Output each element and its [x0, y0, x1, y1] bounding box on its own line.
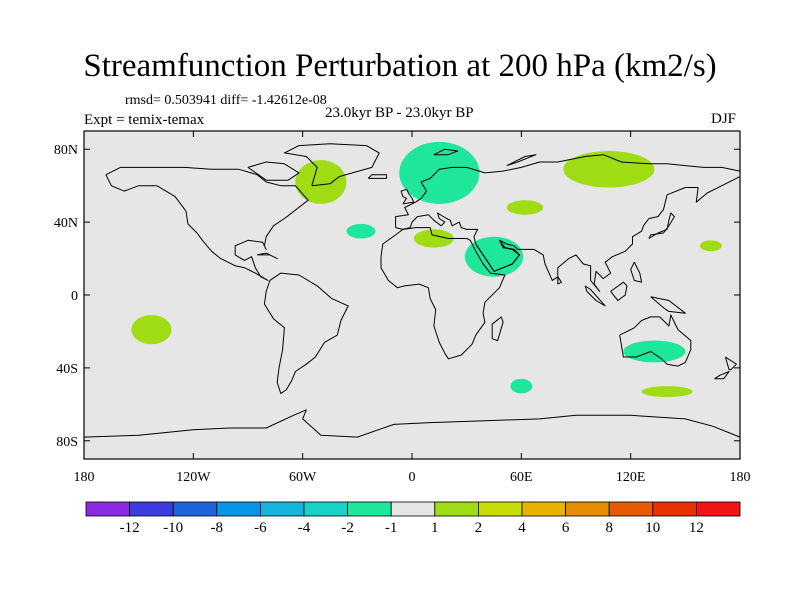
colorbar-swatch: [652, 501, 697, 517]
anomaly-north-asia: [563, 151, 655, 188]
chart-title: Streamfunction Perturbation at 200 hPa (…: [83, 48, 717, 84]
colorbar-swatch: [347, 501, 392, 517]
coastline-philippines: [630, 261, 643, 283]
coastline-japan: [648, 212, 675, 239]
anomaly-mediterranean: [413, 229, 454, 248]
y-tick-label: 0: [71, 289, 78, 304]
coastline-iceland: [367, 174, 387, 179]
coastline-north-america: [105, 166, 309, 281]
colorbar-swatch: [85, 501, 130, 517]
x-tick-label: 60E: [510, 470, 533, 485]
axis-ticks: 180 120W 60W 0 60E 120E 180 80N 40N 0 40S 80S: [54, 131, 751, 485]
colorbar-swatch: [521, 501, 566, 517]
colorbar-label: -4: [298, 520, 311, 536]
x-tick-label: 60W: [289, 470, 317, 485]
anomaly-australia: [623, 340, 686, 363]
season-label: DJF: [711, 111, 737, 127]
coastline-new-zealand-south: [714, 371, 730, 380]
anomaly-mid-atlantic: [346, 223, 376, 239]
stats-label: rmsd= 0.503941 diff= -1.42612e-08: [125, 93, 327, 108]
colorbar-label: 2: [475, 520, 483, 536]
coastlines: [83, 143, 741, 438]
colorbar-label: -8: [211, 520, 224, 536]
y-tick-label: 40N: [54, 216, 78, 231]
coastline-south-america: [263, 272, 349, 394]
anomaly-central-asia: [506, 200, 544, 215]
colorbar-swatch: [216, 501, 261, 517]
x-tick-label: 120W: [176, 470, 211, 485]
coastline-novaya-zemlya: [506, 154, 537, 167]
colorbar-label: 1: [431, 520, 439, 536]
coastline-borneo: [610, 281, 628, 301]
y-tick-label: 80N: [54, 143, 78, 158]
anomaly-arabia-africa: [464, 236, 524, 277]
colorbar-label: -10: [163, 520, 183, 536]
anomaly-layer: [131, 141, 722, 398]
anomaly-east-pacific-north: [699, 240, 722, 252]
colorbar-label: -2: [341, 520, 354, 536]
x-tick-label: 180: [730, 470, 751, 485]
colorbar-swatch: [259, 501, 305, 517]
colorbar-label: 12: [689, 520, 704, 536]
colorbar-swatch: [303, 501, 348, 517]
y-tick-label: 40S: [56, 362, 78, 377]
period-label: 23.0kyr BP - 23.0kyr BP: [325, 105, 474, 121]
coastline-australia: [619, 314, 692, 367]
y-tick-label: 80S: [56, 435, 78, 450]
colorbar-label: -12: [120, 520, 140, 536]
colorbar-label: 10: [645, 520, 660, 536]
colorbar-label: -1: [385, 520, 398, 536]
coastline-british-isles: [400, 188, 415, 205]
coastline-new-guinea: [650, 296, 686, 314]
colorbar-swatch: [434, 501, 479, 517]
coastline-baffin-island: [247, 161, 300, 181]
colorbar-swatch: [129, 501, 174, 517]
coastline-sri-lanka: [557, 276, 562, 285]
colorbar-swatch: [477, 501, 523, 517]
colorbar-swatch: [390, 501, 436, 517]
x-tick-label: 0: [409, 470, 416, 485]
anomaly-south-of-australia: [641, 386, 693, 398]
colorbar-swatch: [608, 501, 654, 517]
coastline-eurasia: [395, 154, 741, 292]
colorbar-label: 6: [562, 520, 570, 536]
colorbar-label: 8: [605, 520, 613, 536]
colorbar-swatch: [172, 501, 218, 517]
coastline-arabia: [475, 240, 520, 272]
colorbar-label: 4: [518, 520, 526, 536]
colorbar-label: -6: [254, 520, 267, 536]
coastline-new-zealand: [724, 356, 737, 371]
anomaly-east-pacific-south: [131, 315, 172, 345]
anomaly-north-atlantic: [295, 160, 347, 204]
anomaly-indian-ocean-south: [510, 378, 533, 394]
colorbar-swatch: [696, 501, 741, 517]
coastline-cuba: [257, 252, 278, 260]
coastline-sumatra: [584, 285, 606, 307]
coastline-africa: [380, 227, 506, 360]
experiment-label: Expt = temix-temax: [84, 112, 205, 128]
coastline-antarctica: [83, 409, 741, 438]
colorbar: -12 -10 -8 -6 -4 -2 -1 1 2 4 6 8 10 12: [85, 501, 741, 536]
colorbar-swatch: [565, 501, 610, 517]
anomaly-northern-europe: [399, 141, 480, 204]
x-tick-label: 120E: [616, 470, 646, 485]
coastline-madagascar: [491, 316, 504, 342]
x-tick-label: 180: [74, 470, 95, 485]
coastline-greenland: [283, 143, 380, 187]
coastline-svalbard: [433, 148, 459, 156]
